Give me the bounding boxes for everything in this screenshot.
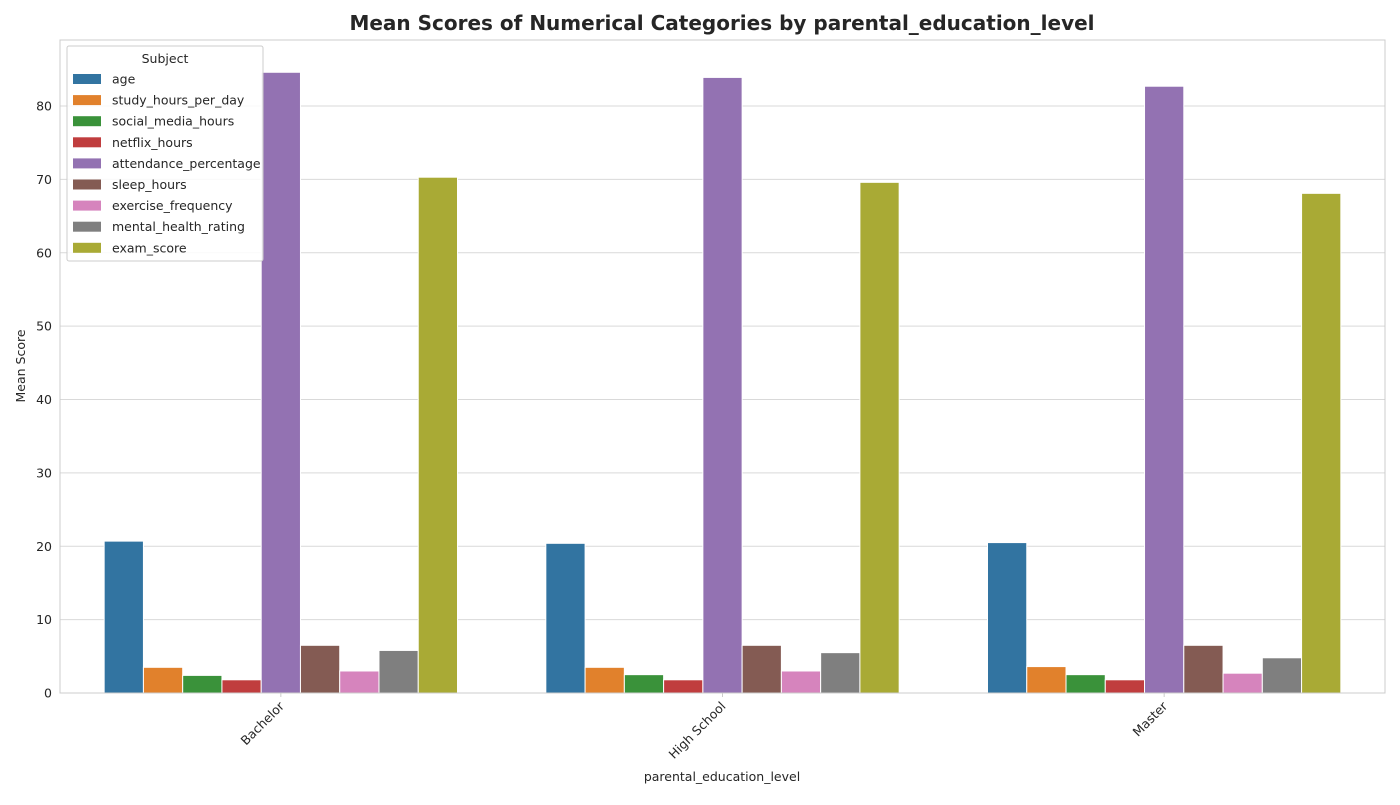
legend-label: mental_health_rating [112, 219, 245, 234]
bar-exam_score [859, 181, 900, 694]
bar-study_hours_per_day [584, 666, 625, 694]
bars [103, 71, 1342, 694]
bar-exam_score [417, 176, 459, 694]
legend-swatch [73, 95, 101, 106]
y-tick-label: 0 [44, 686, 52, 701]
bar-sleep_hours [741, 644, 782, 694]
y-tick-labels: 0 10 20 30 40 50 60 70 80 [36, 99, 52, 701]
bar-attendance_percentage [702, 76, 743, 694]
bar-netflix_hours [221, 679, 262, 694]
bar-age [103, 540, 144, 694]
bar-attendance_percentage [260, 71, 301, 694]
legend-label: age [112, 72, 136, 87]
legend-label: sleep_hours [112, 177, 187, 192]
y-tick-label: 60 [36, 245, 52, 260]
bar-netflix_hours [1104, 679, 1146, 694]
legend-label: attendance_percentage [112, 156, 261, 171]
x-tick-label: Master [1129, 698, 1170, 739]
bar-social_media_hours [623, 674, 665, 694]
legend-label: exam_score [112, 240, 187, 255]
y-tick-label: 70 [36, 172, 52, 187]
bar-attendance_percentage [1144, 85, 1185, 694]
x-tick-label: Bachelor [237, 698, 287, 748]
x-tick-label: High School [666, 699, 729, 762]
bar-netflix_hours [663, 679, 704, 694]
legend: Subject age study_hours_per_day social_med… [66, 45, 264, 262]
bar-age [545, 542, 586, 694]
bar-study_hours_per_day [142, 666, 184, 694]
x-axis-label: parental_education_level [644, 769, 800, 784]
legend-title: Subject [142, 51, 189, 66]
bar-mental_health_rating [378, 649, 419, 694]
legend-swatch [73, 221, 101, 232]
x-tick-labels: Bachelor High School Master [237, 693, 1171, 762]
bar-exam_score [1301, 192, 1342, 694]
legend-label: netflix_hours [112, 135, 193, 150]
legend-swatch [73, 116, 101, 127]
bar-exercise_frequency [780, 670, 822, 694]
legend-swatch [73, 137, 101, 148]
legend-items: age study_hours_per_day social_media_hours… [73, 72, 261, 255]
legend-swatch [73, 200, 101, 211]
bar-mental_health_rating [1261, 657, 1303, 694]
bar-exercise_frequency [339, 670, 380, 694]
bar-social_media_hours [182, 674, 223, 694]
y-tick-label: 10 [36, 612, 52, 627]
y-axis-label: Mean Score [13, 329, 28, 402]
legend-box [66, 45, 264, 262]
y-tick-label: 50 [36, 319, 52, 334]
bar-sleep_hours [299, 644, 341, 694]
legend-label: study_hours_per_day [112, 93, 245, 108]
bar-sleep_hours [1183, 644, 1224, 694]
y-tick-label: 40 [36, 392, 52, 407]
legend-swatch [73, 179, 101, 190]
legend-swatch [73, 242, 101, 253]
bar-social_media_hours [1065, 674, 1106, 694]
chart-title: Mean Scores of Numerical Categories by p… [349, 11, 1094, 35]
bar-study_hours_per_day [1026, 666, 1067, 694]
y-tick-label: 80 [36, 99, 52, 114]
y-tick-label: 20 [36, 539, 52, 554]
legend-swatch [73, 158, 101, 169]
bar-exercise_frequency [1222, 672, 1263, 694]
bar-mental_health_rating [820, 652, 861, 694]
bar-age [987, 542, 1028, 694]
legend-label: social_media_hours [112, 114, 234, 129]
legend-swatch [73, 74, 101, 84]
y-tick-label: 30 [36, 465, 52, 480]
legend-label: exercise_frequency [112, 198, 233, 213]
